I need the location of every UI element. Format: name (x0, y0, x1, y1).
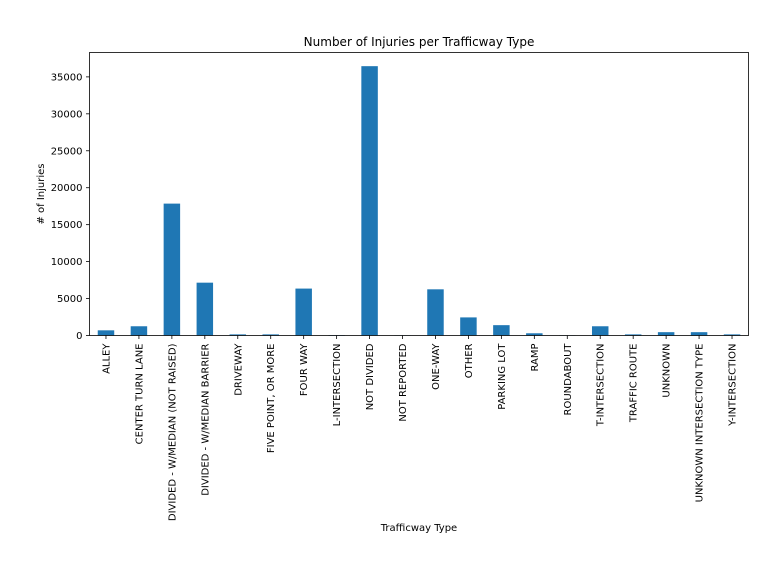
x-tick-label: NOT REPORTED (398, 343, 409, 421)
y-tick-label: 20000 (51, 183, 83, 194)
x-tick-label: PARKING LOT (497, 343, 508, 410)
y-tick-label: 0 (76, 331, 82, 342)
x-tick-label: UNKNOWN (662, 344, 673, 398)
bar (295, 288, 312, 336)
bar (690, 332, 708, 336)
y-axis-label: # of Injuries (36, 163, 47, 224)
x-tick-label: DIVIDED - W/MEDIAN BARRIER (200, 343, 211, 495)
bar (130, 326, 148, 336)
x-tick-label: FIVE POINT, OR MORE (266, 344, 277, 454)
bar (493, 325, 510, 336)
x-tick-label: ONE-WAY (431, 343, 442, 390)
x-tick-label: FOUR WAY (299, 343, 310, 396)
x-tick-label: UNKNOWN INTERSECTION TYPE (695, 344, 706, 503)
bar (723, 334, 741, 336)
bar (163, 203, 181, 336)
y-tick-label: 35000 (51, 72, 83, 83)
x-tick-label: TRAFFIC ROUTE (629, 344, 640, 424)
x-tick-label: L-INTERSECTION (332, 344, 343, 427)
bar (262, 334, 279, 336)
x-axis-ticks: ALLEY CENTER TURN LANE DIVIDED - W/MEDIAN … (101, 335, 739, 521)
y-tick-label: 25000 (51, 146, 83, 157)
bar (361, 66, 378, 336)
y-tick-label: 30000 (51, 109, 83, 120)
bar (97, 330, 115, 336)
x-tick-label: ROUNDABOUT (563, 343, 574, 416)
x-tick-label: T-INTERSECTION (596, 344, 607, 428)
bar-group (97, 66, 741, 336)
x-tick-label: NOT DIVIDED (365, 343, 376, 410)
y-tick-label: 5000 (57, 294, 82, 305)
y-axis-ticks: 0 5000 10000 15000 20000 25000 30000 35000 (51, 72, 90, 342)
bar (591, 326, 609, 336)
x-tick-label: DRIVEWAY (233, 343, 244, 396)
bar (657, 332, 675, 336)
bar (196, 282, 214, 336)
bar (460, 317, 477, 336)
bar (624, 334, 642, 336)
bar (427, 289, 444, 336)
x-tick-label: RAMP (530, 344, 541, 372)
x-tick-label: CENTER TURN LANE (134, 344, 145, 445)
y-tick-label: 10000 (51, 257, 83, 268)
bar (229, 334, 247, 336)
chart-title: Number of Injuries per Trafficway Type (304, 35, 535, 49)
x-tick-label: Y-INTERSECTION (728, 344, 739, 427)
x-tick-label: OTHER (464, 343, 475, 378)
plot-frame (89, 52, 749, 336)
bar (526, 333, 543, 336)
x-tick-label: DIVIDED - W/MEDIAN (NOT RAISED) (167, 343, 178, 521)
x-tick-label: ALLEY (101, 343, 112, 374)
x-axis-label: Trafficway Type (380, 523, 457, 534)
y-tick-label: 15000 (51, 220, 83, 231)
